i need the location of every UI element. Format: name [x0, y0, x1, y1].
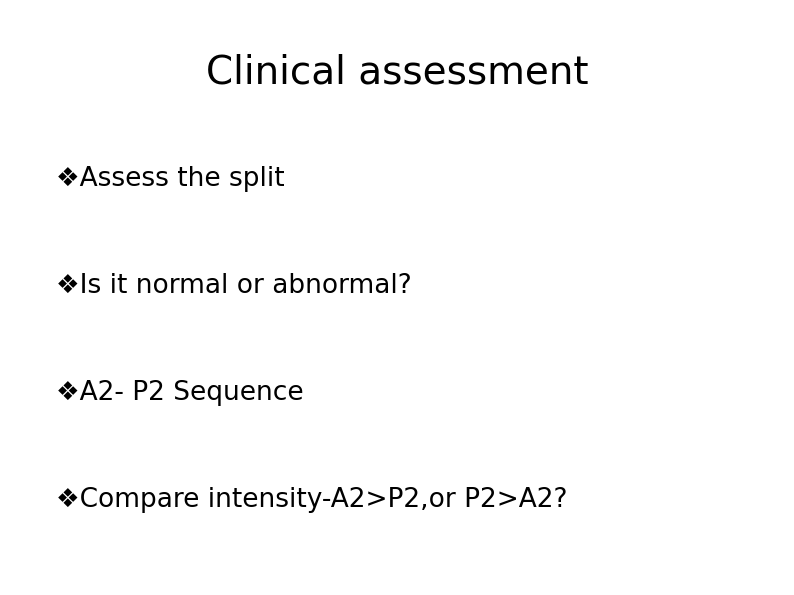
Text: ❖Is it normal or abnormal?: ❖Is it normal or abnormal?: [56, 273, 411, 299]
Text: Clinical assessment: Clinical assessment: [206, 54, 588, 92]
Text: ❖Compare intensity-A2>P2,or P2>A2?: ❖Compare intensity-A2>P2,or P2>A2?: [56, 487, 567, 513]
Text: ❖Assess the split: ❖Assess the split: [56, 165, 284, 192]
Text: ❖A2- P2 Sequence: ❖A2- P2 Sequence: [56, 380, 303, 406]
